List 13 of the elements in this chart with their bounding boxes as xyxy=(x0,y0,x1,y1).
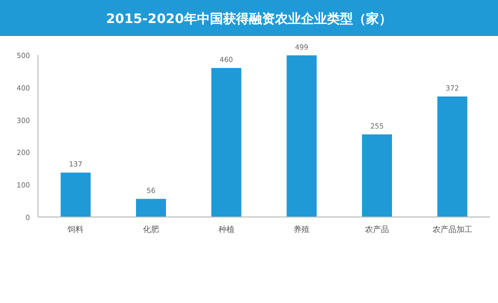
x-tick-label: 养殖 xyxy=(294,225,310,234)
x-tick-label: 农产品 xyxy=(365,225,389,234)
x-tick-label: 饲料 xyxy=(66,225,84,234)
bar xyxy=(286,55,317,217)
bar xyxy=(60,172,91,217)
x-tick-label: 农产品加工 xyxy=(432,225,472,234)
chart-title: 2015-2020年中国获得融资农业企业类型（家） xyxy=(106,11,392,27)
x-tick-label: 种植 xyxy=(218,225,234,234)
x-tick-label: 化肥 xyxy=(143,225,159,234)
bar xyxy=(437,96,468,217)
bar xyxy=(362,134,392,217)
bar xyxy=(136,198,166,217)
bar xyxy=(211,68,242,217)
